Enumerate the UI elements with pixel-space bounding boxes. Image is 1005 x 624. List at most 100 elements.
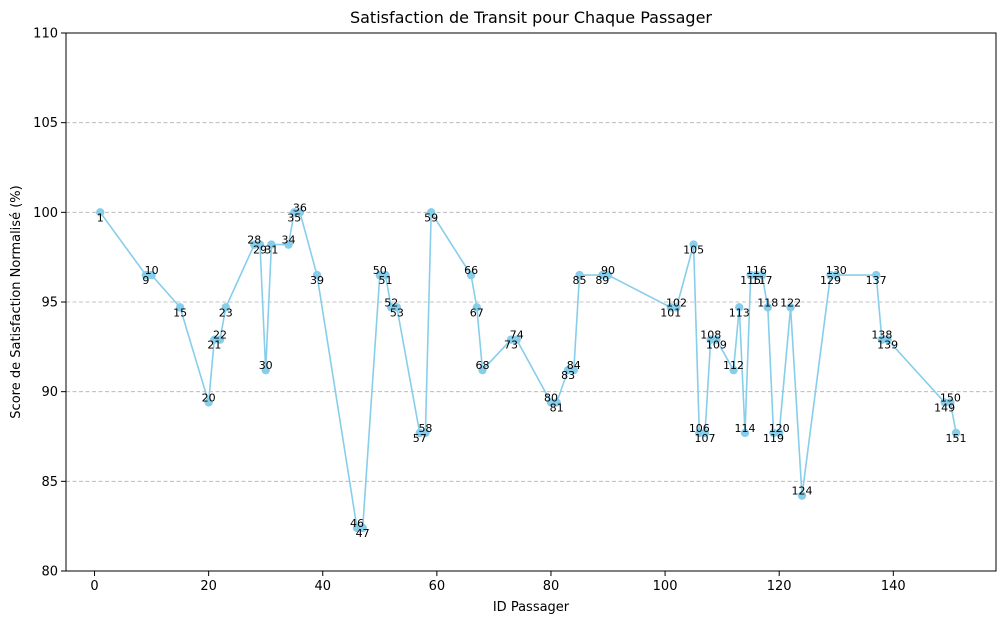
data-label: 30	[259, 359, 273, 372]
data-label: 120	[769, 422, 790, 435]
x-tick-label: 60	[429, 579, 446, 594]
data-label: 1	[97, 211, 104, 224]
data-point	[883, 335, 892, 344]
data-label: 31	[264, 244, 278, 257]
data-point	[946, 398, 955, 407]
data-label: 52	[384, 296, 398, 309]
data-point	[569, 365, 578, 375]
data-label: 83	[561, 369, 575, 382]
data-label: 129	[820, 274, 841, 287]
data-label: 53	[390, 306, 404, 319]
data-point	[295, 208, 305, 217]
data-point	[797, 491, 807, 500]
data-label: 23	[219, 306, 233, 319]
data-label: 59	[424, 211, 438, 224]
series-layer	[96, 208, 961, 533]
data-point	[255, 240, 265, 249]
data-label: 46	[350, 517, 364, 530]
data-label: 130	[826, 264, 847, 277]
y-tick-label: 105	[33, 116, 58, 131]
data-label: 101	[660, 306, 681, 319]
data-point	[603, 270, 613, 280]
data-point	[381, 270, 390, 280]
x-tick-label: 20	[200, 579, 217, 594]
data-point	[871, 270, 881, 280]
data-point	[472, 303, 481, 312]
x-axis-label: ID Passager	[493, 600, 570, 615]
y-tick-label: 90	[41, 385, 58, 400]
data-label: 151	[946, 432, 967, 445]
data-point	[757, 270, 767, 280]
data-label: 28	[247, 234, 261, 247]
x-tick-label: 120	[767, 579, 792, 594]
data-label: 102	[666, 296, 687, 309]
data-point	[774, 428, 784, 438]
data-point	[267, 240, 276, 249]
data-point	[763, 303, 772, 312]
data-label: 106	[689, 422, 710, 435]
data-label: 138	[871, 329, 892, 342]
data-label: 21	[207, 339, 221, 352]
grid-lines	[66, 122, 996, 482]
data-label: 150	[940, 391, 961, 404]
data-label: 9	[142, 274, 149, 287]
data-label: 66	[464, 264, 478, 277]
data-point	[735, 303, 744, 312]
y-axis-ticks: 80 85 90 95 100 105 110	[33, 27, 66, 580]
data-label: 39	[310, 274, 324, 287]
data-label: 68	[476, 359, 490, 372]
data-point	[689, 240, 698, 249]
data-point	[951, 428, 961, 438]
data-point	[175, 303, 185, 312]
data-point	[421, 428, 430, 438]
y-tick-label: 80	[41, 565, 58, 580]
x-axis-ticks: 0 20 40 60 80 100 120 140	[90, 571, 906, 594]
data-label: 114	[734, 422, 755, 435]
data-label: 74	[510, 329, 524, 342]
x-tick-label: 80	[543, 579, 560, 594]
data-label: 118	[757, 296, 778, 309]
data-point	[261, 365, 270, 375]
data-label: 117	[752, 274, 773, 287]
data-point	[312, 270, 322, 280]
data-point	[672, 303, 681, 312]
data-label: 51	[379, 274, 393, 287]
data-label: 22	[213, 329, 227, 342]
y-axis-label: Score de Satisfaction Normalisé (%)	[9, 185, 24, 418]
data-label: 34	[282, 234, 296, 247]
data-point	[147, 270, 156, 280]
data-point	[832, 270, 841, 280]
data-point	[215, 335, 225, 344]
data-label: 122	[780, 296, 801, 309]
data-label: 108	[700, 329, 721, 342]
y-tick-label: 110	[33, 27, 58, 42]
data-point	[426, 208, 436, 217]
data-label: 36	[293, 201, 307, 214]
data-label: 47	[356, 527, 370, 540]
data-label: 81	[550, 401, 564, 414]
data-point	[478, 365, 487, 375]
data-label: 73	[504, 339, 518, 352]
data-label: 113	[729, 306, 750, 319]
data-label: 58	[418, 422, 432, 435]
data-label: 105	[683, 244, 704, 257]
data-point	[786, 303, 795, 312]
data-label: 137	[866, 274, 887, 287]
data-point	[700, 428, 710, 438]
data-point	[284, 240, 293, 249]
x-tick-label: 140	[881, 579, 906, 594]
data-label: 124	[792, 485, 813, 498]
data-label: 112	[723, 359, 744, 372]
data-label: 10	[145, 264, 159, 277]
data-label: 115	[740, 274, 761, 287]
data-label: 89	[595, 274, 609, 287]
chart-title: Satisfaction de Transit pour Chaque Pass…	[350, 8, 712, 27]
data-point	[740, 428, 750, 438]
data-label: 90	[601, 264, 615, 277]
data-label: 67	[470, 306, 484, 319]
data-point	[729, 365, 738, 375]
data-label: 116	[746, 264, 767, 277]
data-point	[204, 398, 213, 407]
